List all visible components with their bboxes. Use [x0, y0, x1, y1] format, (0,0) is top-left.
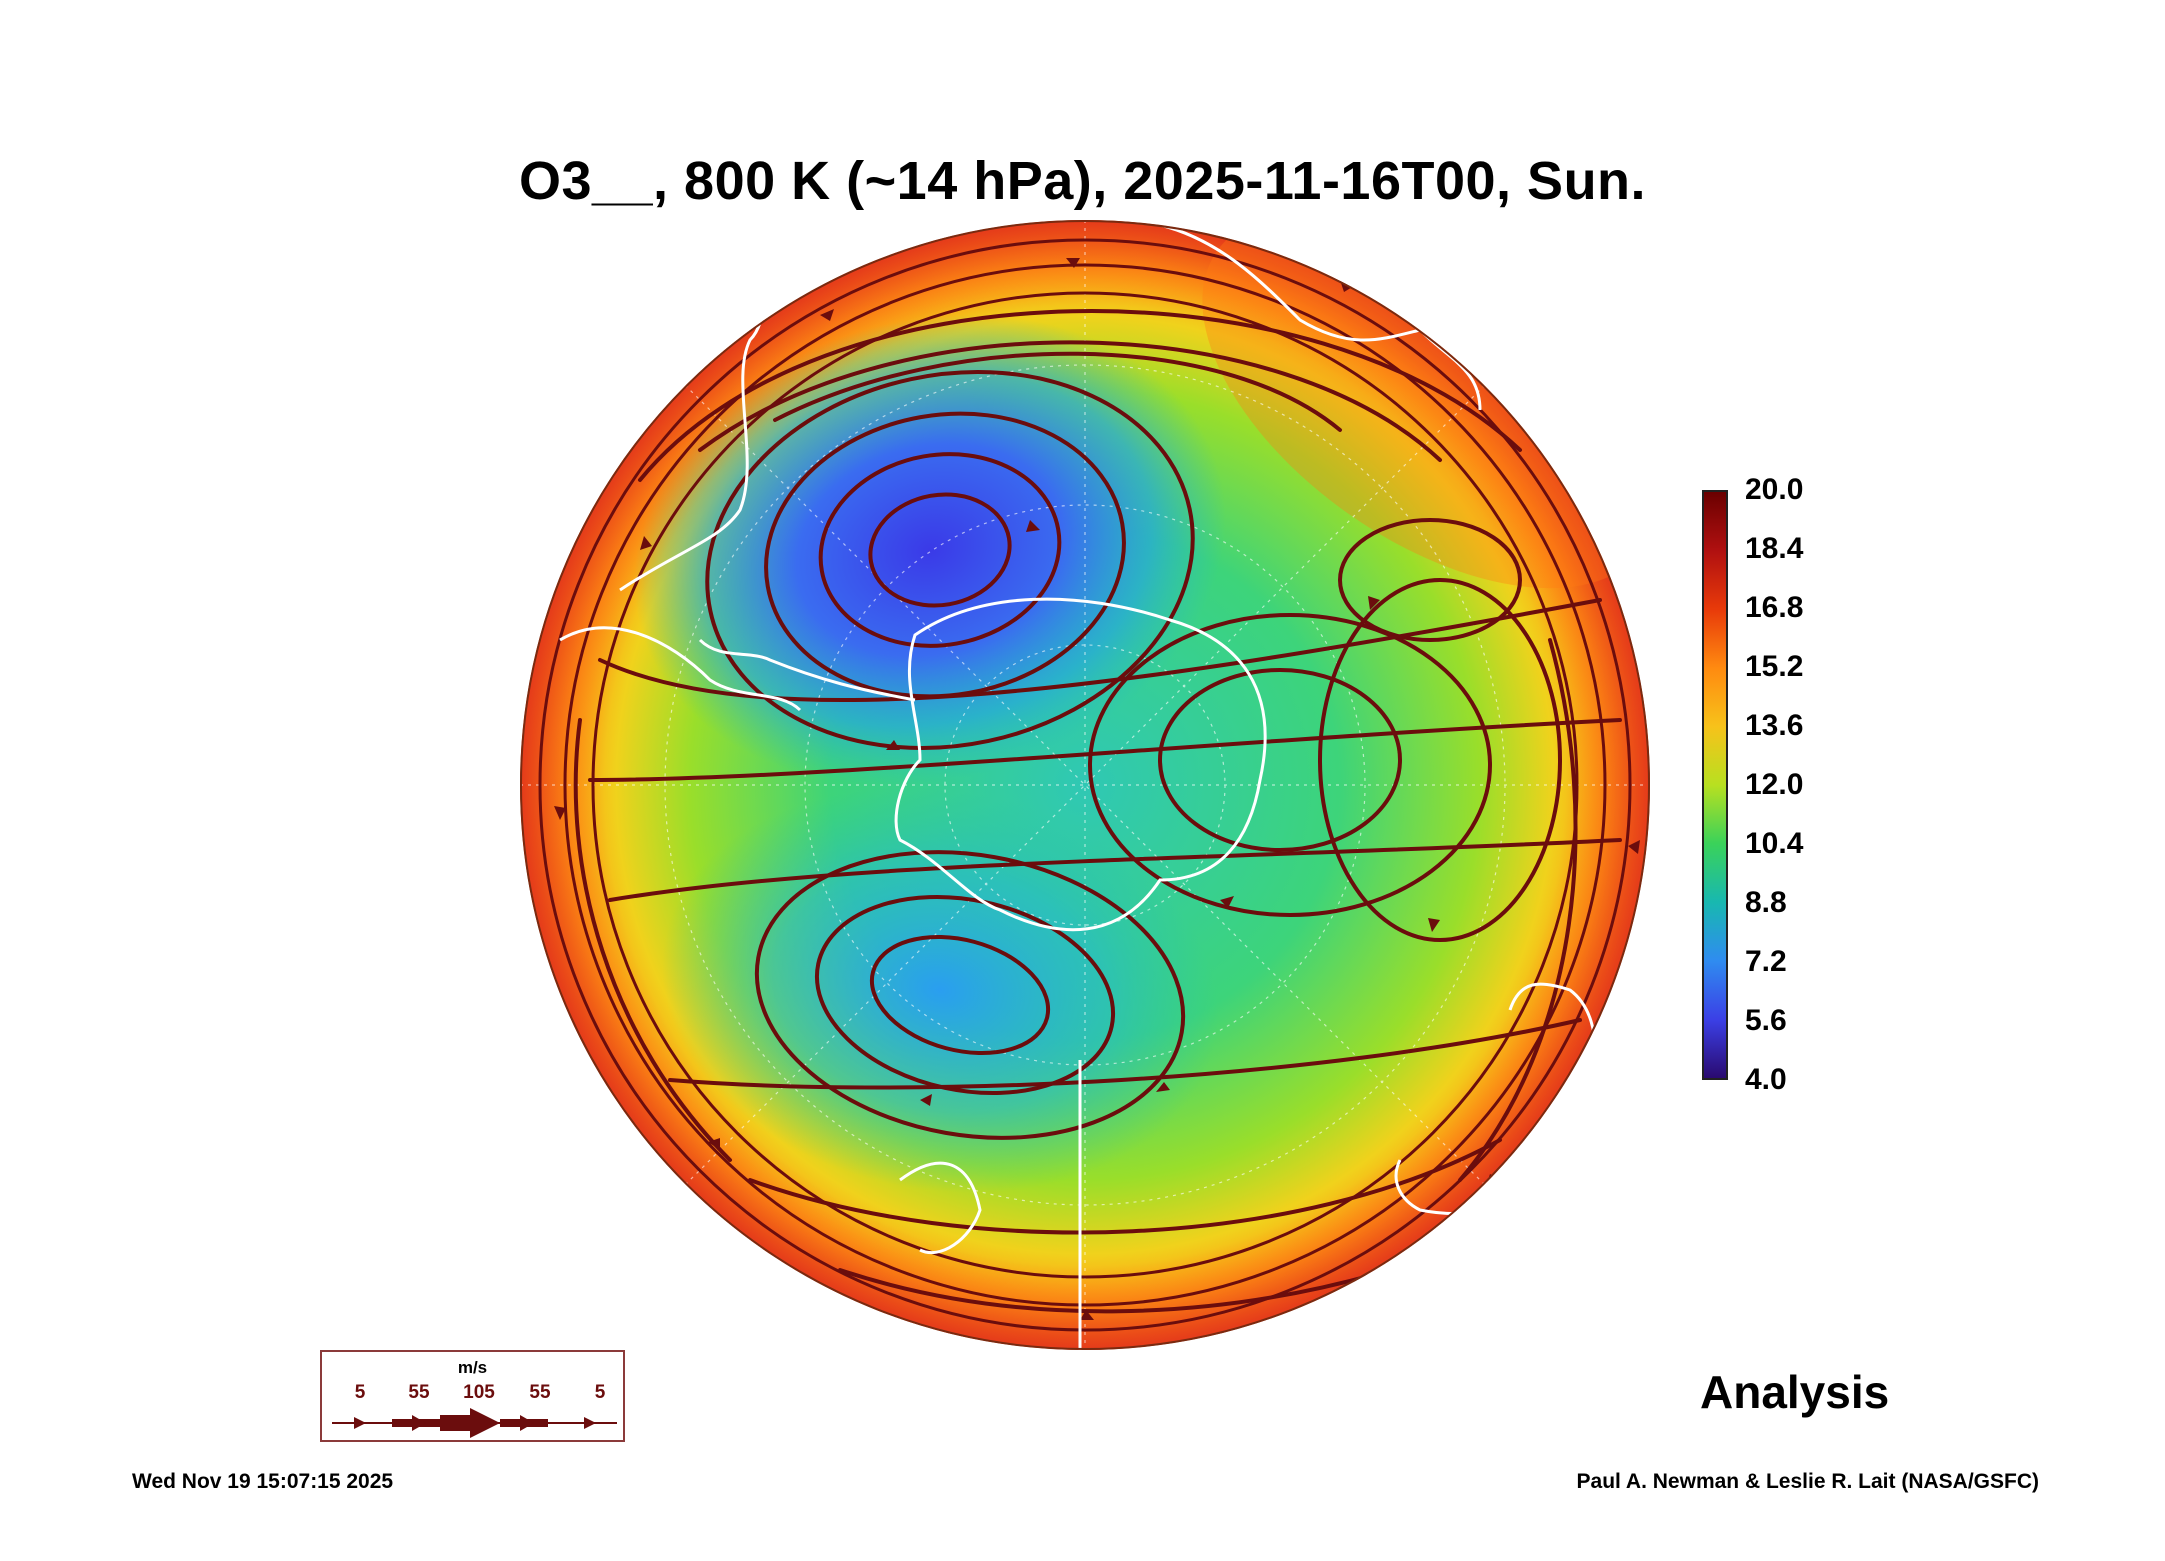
colorbar-label: 12.0	[1745, 768, 1804, 801]
colorbar-label: 16.8	[1745, 591, 1804, 624]
timestamp: Wed Nov 19 15:07:15 2025	[132, 1470, 394, 1493]
colorbar-label: 10.4	[1745, 827, 1804, 860]
wind-scale-tick: 105	[463, 1382, 495, 1403]
colorbar-label: 15.2	[1745, 650, 1804, 683]
colorbar-label: 8.8	[1745, 886, 1787, 919]
wind-scale-tick: 55	[529, 1382, 551, 1403]
credit: Paul A. Newman & Leslie R. Lait (NASA/GS…	[1576, 1470, 2039, 1493]
wind-scale-unit: m/s	[457, 1358, 488, 1377]
colorbar-label: 4.0	[1745, 1063, 1787, 1096]
chart-title: O3__, 800 K (~14 hPa), 2025-11-16T00, Su…	[518, 151, 1647, 211]
colorbar-label: 20.0	[1745, 473, 1804, 506]
colorbar-label: 7.2	[1745, 945, 1787, 978]
wind-scale-tick: 5	[594, 1382, 606, 1403]
wind-scale-bar	[332, 1408, 617, 1438]
colorbar	[1702, 490, 1728, 1080]
lat-lon-grid	[520, 220, 1650, 1350]
colorbar-label: 18.4	[1745, 532, 1804, 565]
polar-ozone-map	[520, 220, 1650, 1350]
analysis-label: Analysis	[1700, 1366, 1890, 1418]
wind-scale-legend: m/s 5 55 105 55 5	[320, 1350, 625, 1442]
colorbar-label: 13.6	[1745, 709, 1804, 742]
wind-scale-tick: 5	[354, 1382, 366, 1403]
wind-streamlines	[538, 238, 1632, 1332]
colorbar-label: 5.6	[1745, 1004, 1787, 1037]
wind-scale-tick: 55	[408, 1382, 430, 1403]
